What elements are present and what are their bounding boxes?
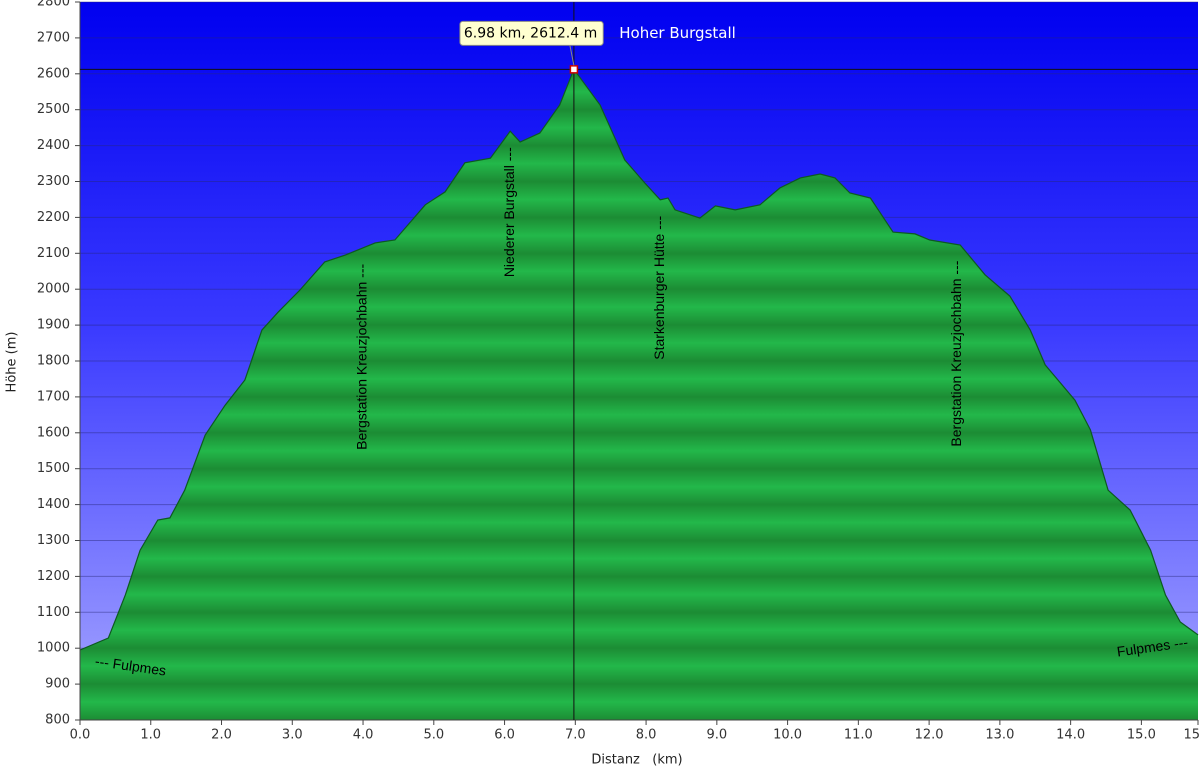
- y-tick-label: 900: [45, 677, 70, 692]
- x-tick-label: 10.0: [773, 728, 802, 743]
- x-tick-label: 6.0: [494, 728, 515, 743]
- y-tick-label: 2600: [37, 66, 70, 81]
- tooltip-label: 6.98 km, 2612.4 m: [464, 25, 597, 41]
- y-tick-label: 2700: [37, 30, 70, 45]
- y-tick-label: 1100: [37, 605, 70, 620]
- waypoint-label: Bergstation Kreuzjochbahn ---: [948, 260, 964, 446]
- y-tick-label: 2200: [37, 210, 70, 225]
- y-tick-label: 2300: [37, 174, 70, 189]
- y-tick-label: 1400: [37, 497, 70, 512]
- waypoint-label: Bergstation Kreuzjochbahn ---: [354, 264, 370, 450]
- x-tick-label: 3.0: [282, 728, 303, 743]
- y-tick-label: 2800: [37, 0, 70, 10]
- elevation-line: [79, 68, 1199, 651]
- plot: [79, 68, 1199, 721]
- tooltip-box: [459, 20, 604, 46]
- x-tick-label: 8.0: [636, 728, 657, 743]
- x-tick-label: 7.0: [565, 728, 586, 743]
- x-tick-label: 13.0: [985, 728, 1014, 743]
- y-axis-title: Höhe (m): [5, 332, 20, 393]
- y-tick-label: 2400: [37, 138, 70, 153]
- x-tick-label: 11.0: [844, 728, 873, 743]
- waypoint-label: Niederer Burgstall ---: [501, 147, 517, 277]
- x-tick-label: 4.0: [353, 728, 374, 743]
- x-tick-label: 15.8: [1184, 728, 1200, 743]
- x-tick-label: 15.0: [1127, 728, 1156, 743]
- x-tick-label: 14.0: [1056, 728, 1085, 743]
- y-tick-label: 2000: [37, 282, 70, 297]
- y-tick-label: 1200: [37, 569, 70, 584]
- x-tick-label: 1.0: [140, 728, 161, 743]
- y-tick-label: 2100: [37, 246, 70, 261]
- x-tick-label: 0.0: [70, 728, 91, 743]
- y-tick-label: 2500: [37, 102, 70, 117]
- x-tick-label: 5.0: [423, 728, 444, 743]
- y-tick-label: 1900: [37, 318, 70, 333]
- y-tick-label: 1800: [37, 354, 70, 369]
- x-tick-label: 9.0: [706, 728, 727, 743]
- cursor-name: Hoher Burgstall: [619, 24, 736, 42]
- waypoint-label: Starkenburger Hütte ---: [651, 215, 667, 359]
- elevation-area: [80, 69, 1198, 721]
- y-tick-label: 1700: [37, 389, 70, 404]
- y-tick-label: 1000: [37, 641, 70, 656]
- x-tick-label: 12.0: [915, 728, 944, 743]
- cursor-point: [569, 65, 579, 74]
- y-tick-label: 1300: [37, 533, 70, 548]
- y-tick-label: 800: [45, 713, 70, 728]
- x-axis-title: Distanz (km): [591, 753, 682, 768]
- tooltip-pointer: [569, 45, 575, 66]
- y-tick-label: 1600: [37, 425, 70, 440]
- y-tick-label: 1500: [37, 461, 70, 476]
- x-tick-label: 2.0: [211, 728, 232, 743]
